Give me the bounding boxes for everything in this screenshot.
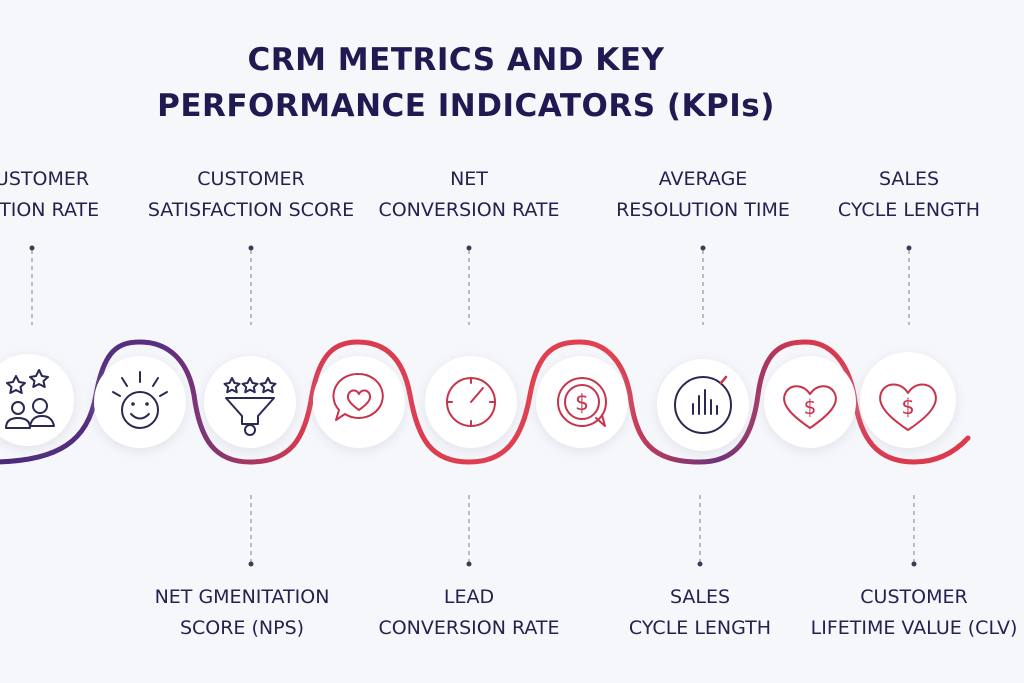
label-line: CONVERSION RATE [378, 617, 560, 639]
node-7 [657, 359, 749, 451]
label-line: AVERAGE [658, 168, 748, 190]
connector-dot [911, 561, 917, 567]
label-line: NET GMENITATION [154, 586, 330, 608]
node-9: $ [860, 352, 956, 448]
node-8: $ [764, 356, 856, 448]
top-label-customer-retention: USTOMER NTION RATE [0, 164, 99, 226]
top-label-sales-cycle: SALES CYCLE LENGTH [838, 164, 980, 226]
stars-people-icon [5, 369, 55, 429]
node-6: $ [536, 356, 628, 448]
node-3 [204, 356, 296, 448]
connector-dot [697, 561, 703, 567]
label-line: CUSTOMER [197, 168, 305, 190]
connector-dot [29, 245, 35, 251]
svg-text:$: $ [901, 395, 914, 419]
connector-dot [248, 561, 254, 567]
label-line: SALES [878, 168, 940, 190]
label-line: NTION RATE [0, 199, 100, 221]
connector-dot [466, 245, 472, 251]
wave-ribbon [0, 339, 971, 465]
connectors [29, 245, 917, 567]
rating-funnel-icon [223, 377, 277, 436]
svg-text:$: $ [804, 395, 817, 419]
node-1 [0, 354, 74, 446]
label-line: LIFETIME VALUE (CLV) [810, 617, 1018, 639]
node-4 [313, 356, 405, 448]
title-line-2: PERFORMANCE INDICATORS (KPIs) [157, 88, 775, 124]
label-line: NET [450, 168, 488, 190]
connector-dot [466, 561, 472, 567]
top-label-customer-satisfaction: CUSTOMER SATISFACTION SCORE [148, 164, 354, 226]
label-line: CYCLE LENGTH [628, 617, 772, 639]
label-line: SALES [669, 586, 731, 608]
connector-dot [700, 245, 706, 251]
bottom-label-clv: CUSTOMER LIFETIME VALUE (CLV) [811, 582, 1018, 644]
bottom-label-nps: NET GMENITATION SCORE (NPS) [155, 582, 330, 644]
label-line: CYCLE LENGTH [837, 199, 981, 221]
top-label-net-conversion: NET CONVERSION RATE [378, 164, 559, 226]
connector-dot [906, 245, 912, 251]
bottom-label-lead-conversion: LEAD CONVERSION RATE [378, 582, 559, 644]
clock-icon [446, 377, 496, 427]
heart-dollar-icon: $ [879, 383, 937, 431]
svg-text:$: $ [575, 391, 589, 416]
node-5 [425, 356, 517, 448]
connector-dot [248, 245, 254, 251]
bar-chart-circle-icon [674, 375, 732, 434]
top-label-average-resolution: AVERAGE RESOLUTION TIME [616, 164, 790, 226]
node-2 [94, 356, 186, 448]
title-line-1: CRM METRICS AND KEY [247, 42, 665, 78]
dollar-cycle-icon: $ [557, 377, 607, 427]
label-line: USTOMER [0, 168, 90, 190]
label-line: LEAD [443, 586, 495, 608]
bottom-label-sales-cycle: SALES CYCLE LENGTH [629, 582, 771, 644]
label-line: SCORE (NPS) [179, 617, 305, 639]
label-line: CUSTOMER [860, 586, 968, 608]
heart-dollar-icon: $ [783, 385, 837, 429]
smiley-face-icon [112, 371, 168, 429]
label-line: RESOLUTION TIME [616, 199, 790, 221]
label-line: SATISFACTION SCORE [147, 199, 355, 221]
heart-chat-icon [332, 372, 384, 421]
label-line: CONVERSION RATE [378, 199, 560, 221]
